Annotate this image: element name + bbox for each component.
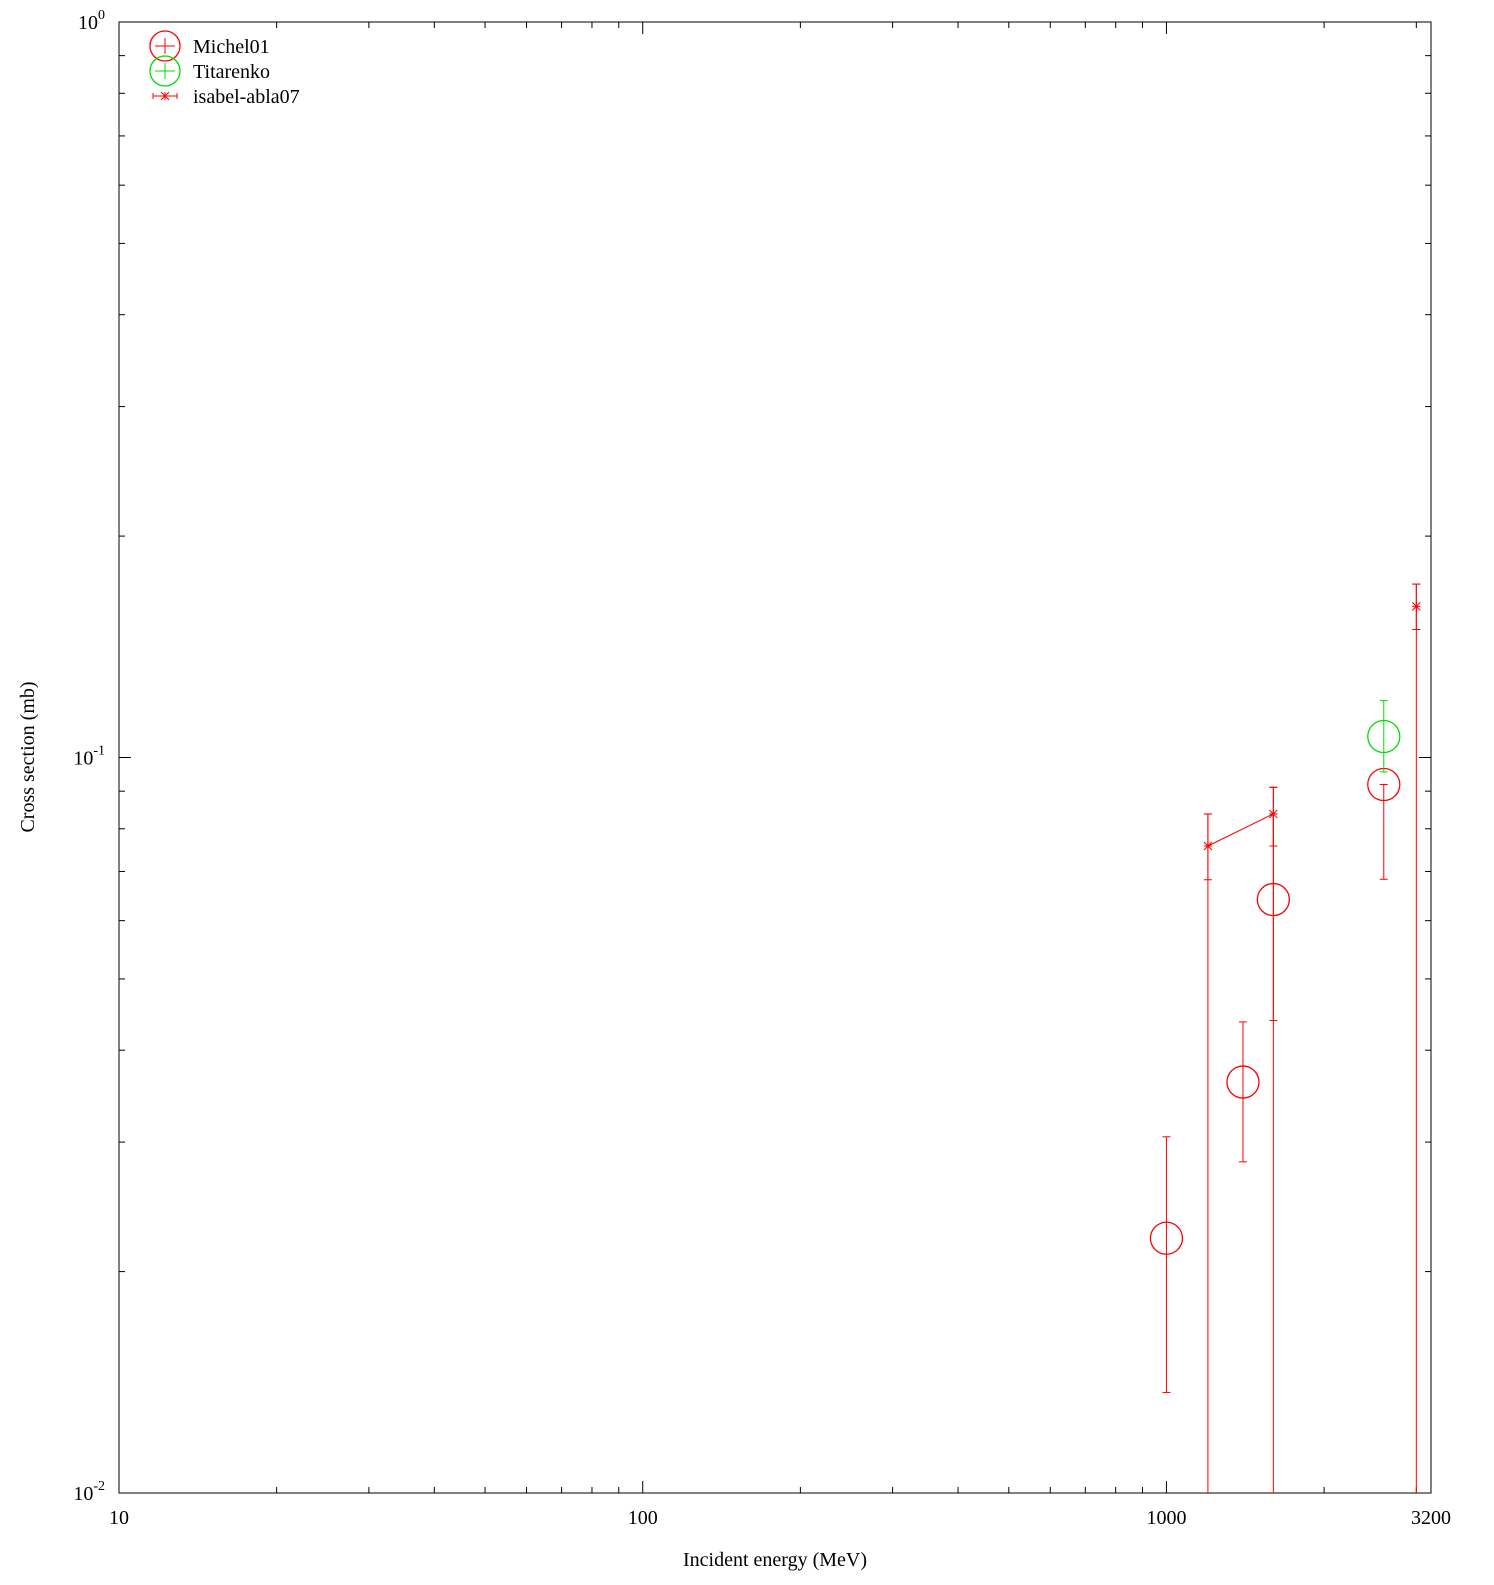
data-point-circle bbox=[1256, 882, 1290, 917]
data-point-circle bbox=[1226, 1065, 1260, 1099]
legend-marker bbox=[149, 55, 181, 87]
y-tick-label: 10-2 bbox=[73, 1479, 105, 1505]
x-axis-label: Incident energy (MeV) bbox=[683, 1549, 867, 1571]
x-tick-label: 3200 bbox=[1411, 1507, 1451, 1529]
y-tick-label-exponent: -2 bbox=[93, 1479, 105, 1494]
y-tick-label-base: 10 bbox=[78, 12, 98, 34]
data-marks bbox=[1149, 583, 1421, 1493]
data-point-circle bbox=[1367, 719, 1401, 754]
x-tick-label: 1000 bbox=[1146, 1507, 1186, 1529]
y-axis-label: Cross section (mb) bbox=[17, 681, 39, 832]
y-tick-label-base: 10 bbox=[73, 748, 93, 770]
legend: Michel01 Titarenko isabel-abla07 bbox=[149, 30, 300, 108]
star-stroke bbox=[1268, 809, 1278, 819]
series-unnamed bbox=[1411, 583, 1421, 630]
star-stroke bbox=[1203, 841, 1213, 851]
star-stroke bbox=[1411, 602, 1421, 611]
data-point-star bbox=[160, 91, 170, 101]
series-isabel-abla07 bbox=[1203, 809, 1278, 881]
x-tick-label: 10 bbox=[109, 1507, 129, 1529]
y-tick-label: 10-1 bbox=[73, 744, 105, 770]
y-tick-label-exponent: -1 bbox=[93, 744, 105, 759]
series-line bbox=[1207, 813, 1274, 847]
data-point-star bbox=[1268, 809, 1278, 819]
legend-entry: isabel-abla07 bbox=[152, 86, 300, 108]
legend-entry: Titarenko bbox=[149, 55, 270, 87]
data-point-star bbox=[1203, 841, 1213, 851]
x-tick-label: 100 bbox=[628, 1507, 658, 1529]
legend-label: isabel-abla07 bbox=[193, 86, 300, 108]
legend-entry: Michel01 bbox=[149, 30, 270, 62]
series-Titarenko bbox=[1367, 700, 1401, 773]
axis-ticks bbox=[118, 22, 1431, 1494]
y-tick-label-base: 10 bbox=[73, 1483, 93, 1505]
plot-frame bbox=[118, 21, 1432, 1494]
legend-label: Michel01 bbox=[193, 36, 270, 58]
y-tick-label-exponent: 0 bbox=[98, 8, 105, 23]
data-point-star bbox=[1411, 602, 1421, 611]
legend-label: Titarenko bbox=[193, 61, 270, 83]
y-tick-label: 100 bbox=[78, 8, 105, 34]
star-stroke bbox=[160, 91, 170, 101]
legend-marker bbox=[149, 30, 181, 62]
data-point-circle bbox=[1149, 1221, 1184, 1255]
series-Michel01 bbox=[1149, 767, 1401, 1393]
